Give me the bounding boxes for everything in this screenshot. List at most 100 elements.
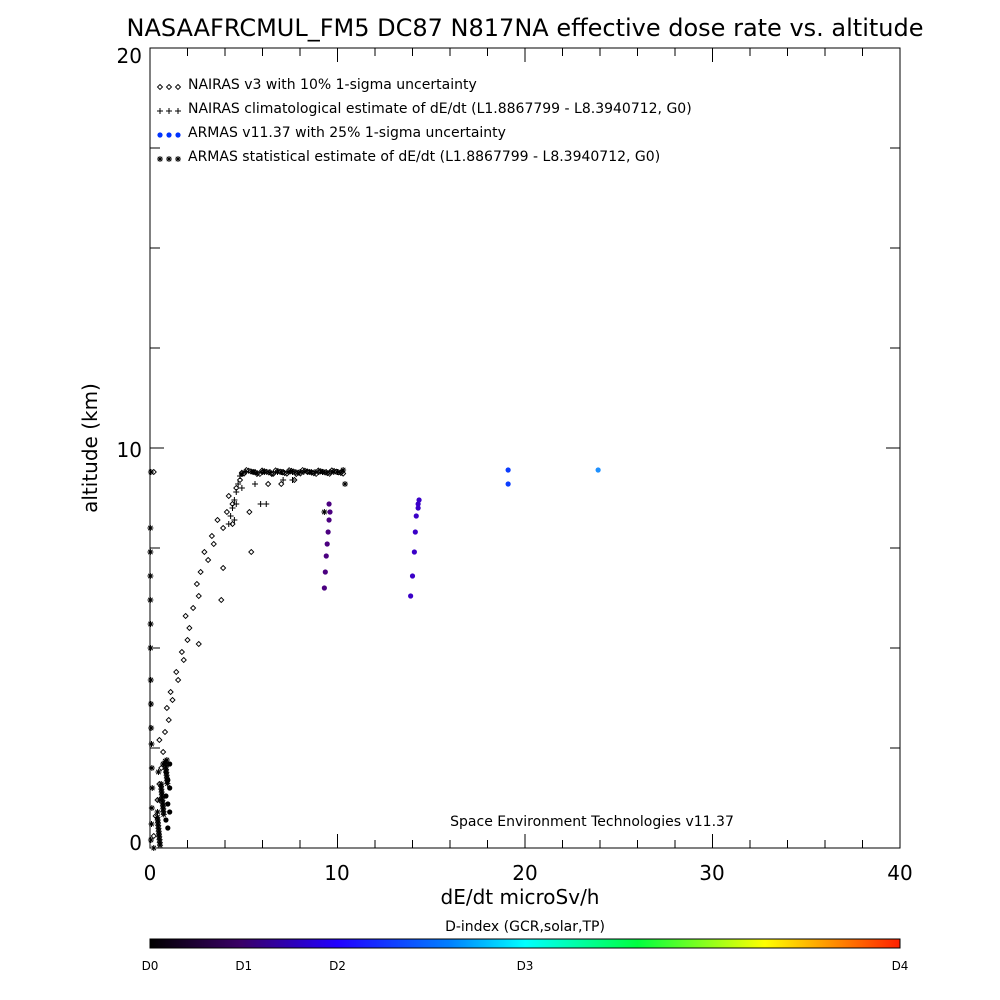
diamond-point	[156, 736, 163, 744]
diamond-point	[246, 508, 253, 516]
dot-point	[322, 569, 328, 575]
asterisk-point	[147, 701, 154, 707]
plus-point	[289, 477, 296, 483]
diamond-point	[186, 624, 193, 632]
diamond-point	[264, 480, 272, 488]
plus-point	[280, 477, 287, 483]
legend-marker-plus	[166, 108, 172, 114]
legend-marker-dot	[166, 132, 172, 138]
legend-marker-plus	[157, 108, 163, 114]
legend-marker-dot	[175, 132, 181, 138]
colorbar-labels: D0 D1 D2 D3 D4	[142, 959, 909, 973]
credit-text: Space Environment Technologies v11.37	[450, 814, 734, 830]
legend-label-nairas-clim: NAIRAS climatological estimate of dE/dt …	[188, 101, 692, 117]
diamond-point	[184, 636, 191, 644]
y-tick-label-20: 20	[117, 44, 142, 68]
diamond-point	[173, 668, 180, 676]
plus-point	[225, 521, 232, 527]
dot-point	[324, 541, 330, 547]
dot-point	[165, 777, 171, 783]
diamond-point	[278, 480, 285, 488]
diamond-point	[214, 516, 221, 524]
asterisk-point	[147, 573, 154, 579]
asterisk-point	[155, 769, 162, 775]
diamond-point	[161, 728, 169, 736]
asterisk-point	[147, 645, 154, 651]
low-altitude-cluster	[150, 758, 173, 851]
diamond-point	[218, 596, 225, 604]
legend-label-armas-stat: ARMAS statistical estimate of dE/dt (L1.…	[188, 149, 660, 165]
asterisk-point	[162, 758, 169, 765]
y-tick-label-0: 0	[129, 831, 142, 855]
x-tick-label-20: 20	[512, 861, 537, 885]
diamond-point	[208, 532, 216, 540]
dot-point	[505, 467, 511, 473]
diamond-point	[189, 604, 197, 612]
asterisk-point	[148, 805, 155, 811]
legend-marker-diamond	[156, 83, 164, 91]
colorbar-label-d1: D1	[235, 959, 252, 973]
diamond-point	[229, 520, 236, 528]
diamond-point	[210, 540, 217, 548]
dot-point	[167, 761, 173, 767]
data-points	[147, 466, 601, 851]
dot-point	[163, 769, 169, 775]
series-dot	[321, 467, 601, 599]
diamond-point	[167, 688, 174, 696]
dot-point	[408, 593, 414, 599]
diamond-point	[178, 648, 186, 656]
series-plus	[225, 469, 341, 527]
colorbar-label-d0: D0	[142, 959, 159, 973]
asterisk-point	[321, 509, 328, 515]
plus-point	[233, 489, 240, 495]
diamond-point	[159, 748, 167, 756]
diamond-point	[236, 476, 244, 484]
series-diamond	[150, 468, 345, 840]
diamond-point	[169, 696, 176, 704]
asterisk-point	[147, 837, 154, 843]
colorbar	[149, 938, 901, 949]
x-tick-label-10: 10	[324, 861, 349, 885]
plus-point	[231, 497, 238, 503]
colorbar-label-d3: D3	[517, 959, 534, 973]
diamond-point	[195, 592, 202, 600]
diamond-point	[193, 580, 201, 588]
diamond-point	[204, 556, 212, 564]
asterisk-point	[147, 525, 154, 531]
asterisk-point	[147, 621, 154, 627]
colorbar-label-d4: D4	[892, 959, 909, 973]
legend-label-armas: ARMAS v11.37 with 25% 1-sigma uncertaint…	[188, 125, 506, 141]
plus-point	[257, 501, 264, 507]
asterisk-point	[148, 765, 155, 771]
dot-point	[321, 585, 327, 591]
legend-marker-diamond	[165, 83, 173, 91]
diamond-point	[195, 640, 202, 648]
dot-point	[595, 467, 601, 473]
dot-point	[505, 481, 511, 487]
plot-frame	[149, 47, 901, 849]
plus-point	[238, 485, 245, 491]
asterisk-point	[147, 549, 154, 555]
plus-point	[231, 517, 238, 523]
diamond-point	[150, 832, 157, 840]
dot-point	[415, 505, 421, 511]
dot-point	[412, 529, 418, 535]
diamond-point	[248, 548, 255, 556]
asterisk-point	[148, 725, 155, 731]
plus-point	[233, 501, 240, 507]
asterisk-point	[147, 677, 154, 683]
dot-point	[165, 801, 171, 807]
legend-marker-asterisk	[166, 156, 172, 162]
dot-point	[326, 501, 332, 507]
asterisk-point	[148, 821, 155, 827]
diamond-point	[339, 470, 347, 477]
diamond-point	[197, 568, 204, 576]
plus-point	[252, 481, 258, 487]
asterisk-point	[342, 481, 348, 487]
plus-point	[263, 501, 270, 507]
diamond-point	[165, 716, 172, 724]
asterisk-point	[147, 597, 154, 603]
colorbar-title: D-index (GCR,solar,TP)	[445, 919, 605, 935]
cruise-cluster	[238, 466, 347, 478]
diamond-point	[182, 612, 189, 620]
